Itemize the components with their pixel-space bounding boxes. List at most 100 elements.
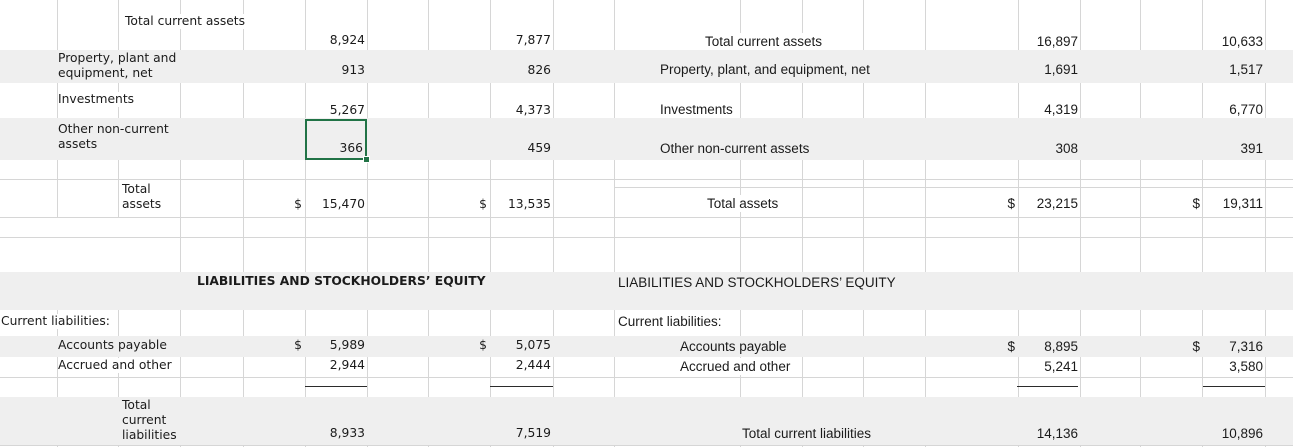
cell-value[interactable]: 14,136 <box>1020 425 1078 442</box>
gridline <box>614 83 615 118</box>
cell-label-current-liabilities[interactable]: Current liabilities: <box>1 314 110 329</box>
gridline <box>1265 0 1266 50</box>
gridline <box>1080 0 1081 50</box>
gridline <box>740 310 741 336</box>
section-header-liabilities-equity[interactable]: LIABILITIES AND STOCKHOLDERS’ EQUITY <box>618 274 896 291</box>
gridline <box>863 83 864 118</box>
gridline <box>243 310 244 336</box>
cell-value[interactable]: 5,075 <box>492 338 551 353</box>
gridline <box>57 83 58 118</box>
cell-currency-sign[interactable]: $ <box>457 197 487 212</box>
gridline <box>180 310 181 336</box>
cell-value[interactable]: 7,519 <box>492 426 551 441</box>
cell-value[interactable]: 391 <box>1204 140 1263 157</box>
gridline <box>367 83 368 118</box>
cell-label-accounts-payable[interactable]: Accounts payable <box>680 338 787 355</box>
gridline <box>1202 83 1203 118</box>
cell-value[interactable]: 5,241 <box>1020 358 1078 375</box>
section-header-liabilities-equity[interactable]: LIABILITIES AND STOCKHOLDERS’ EQUITY <box>197 274 486 289</box>
cell-currency-sign[interactable]: $ <box>272 197 302 212</box>
gridline <box>118 310 119 336</box>
row-band <box>0 118 1293 160</box>
gridline <box>802 445 803 447</box>
row-band <box>0 397 1293 445</box>
cell-value[interactable]: 5,989 <box>307 338 365 353</box>
cell-value[interactable]: 459 <box>492 141 551 156</box>
cell-label-investments[interactable]: Investments <box>660 101 733 118</box>
cell-value[interactable]: 8,924 <box>307 33 365 48</box>
cell-value[interactable]: 13,535 <box>492 197 551 212</box>
gridline <box>490 310 491 336</box>
gridline <box>118 0 119 50</box>
gridline <box>802 0 803 50</box>
cell-currency-sign[interactable]: $ <box>272 338 302 353</box>
cell-value[interactable]: 8,895 <box>1020 338 1078 355</box>
cell-label-accrued-other[interactable]: Accrued and other <box>58 358 172 373</box>
cell-label-ppe[interactable]: Property, plant and equipment, net <box>58 51 184 81</box>
cell-label-other-noncurrent[interactable]: Other non-current assets <box>660 140 810 157</box>
cell-value[interactable]: 10,633 <box>1204 33 1263 50</box>
cell-label-total-current-assets[interactable]: Total current assets <box>125 14 246 29</box>
cell-value[interactable]: 1,691 <box>1020 61 1078 78</box>
gridline <box>1140 0 1141 50</box>
gridline <box>802 310 803 336</box>
gridline <box>1140 160 1141 272</box>
cell-value[interactable]: 3,580 <box>1204 358 1263 375</box>
cell-currency-sign[interactable]: $ <box>1170 338 1200 355</box>
cell-label-total-current-assets[interactable]: Total current assets <box>705 33 823 50</box>
gridline <box>367 445 368 447</box>
cell-value[interactable]: 4,373 <box>492 103 551 118</box>
cell-value[interactable]: 6,770 <box>1204 101 1263 118</box>
cell-label-total-current-liabilities[interactable]: Total current liabilities <box>122 398 188 443</box>
cell-value[interactable]: 913 <box>307 63 365 78</box>
cell-currency-sign[interactable]: $ <box>985 195 1015 212</box>
cell-label-accounts-payable[interactable]: Accounts payable <box>58 338 167 353</box>
row-band <box>0 50 1293 83</box>
cell-label-current-liabilities[interactable]: Current liabilities: <box>618 313 722 330</box>
gridline <box>863 445 864 447</box>
cell-label-total-assets[interactable]: Total assets <box>122 182 178 212</box>
gridline <box>1202 0 1203 50</box>
gridline <box>925 160 926 272</box>
cell-label-other-noncurrent[interactable]: Other non-current assets <box>58 122 172 152</box>
cell-value[interactable]: 2,944 <box>307 358 365 373</box>
cell-label-total-current-liabilities[interactable]: Total current liabilities <box>742 425 872 442</box>
cell-value[interactable]: 7,877 <box>492 33 551 48</box>
cell-value[interactable]: 15,470 <box>307 197 365 212</box>
cell-value[interactable]: 16,897 <box>1020 33 1078 50</box>
gridline <box>1018 160 1019 272</box>
gridline <box>0 217 1293 218</box>
gridline <box>1140 310 1141 336</box>
cell-currency-sign[interactable]: $ <box>985 338 1015 355</box>
cell-value[interactable]: 2,444 <box>492 358 551 373</box>
gridline <box>305 0 306 50</box>
cell-value[interactable]: 826 <box>492 63 551 78</box>
cell-value[interactable]: 8,933 <box>307 426 365 441</box>
gridline <box>490 160 491 272</box>
cell-value[interactable]: 19,311 <box>1204 195 1263 212</box>
gridline <box>1080 310 1081 336</box>
fill-handle[interactable] <box>363 156 370 163</box>
subtotal-rule <box>1203 386 1265 387</box>
cell-value[interactable]: 308 <box>1020 140 1078 157</box>
cell-value[interactable]: 23,215 <box>1020 195 1078 212</box>
gridline <box>553 310 554 336</box>
gridline <box>428 310 429 336</box>
cell-label-accrued-other[interactable]: Accrued and other <box>680 358 791 375</box>
gridline <box>1140 445 1141 447</box>
cell-label-ppe[interactable]: Property, plant, and equipment, net <box>660 61 870 78</box>
gridline <box>1018 0 1019 50</box>
cell-label-investments[interactable]: Investments <box>58 92 135 107</box>
selected-cell-value[interactable]: 366 <box>309 141 363 156</box>
gridline <box>1202 445 1203 447</box>
cell-currency-sign[interactable]: $ <box>1170 195 1200 212</box>
gridline <box>1265 160 1266 272</box>
cell-label-total-assets[interactable]: Total assets <box>707 195 779 212</box>
cell-value[interactable]: 7,316 <box>1204 338 1263 355</box>
cell-value[interactable]: 5,267 <box>307 103 365 118</box>
cell-value[interactable]: 4,319 <box>1020 101 1078 118</box>
cell-value[interactable]: 10,896 <box>1204 425 1263 442</box>
cell-currency-sign[interactable]: $ <box>457 338 487 353</box>
cell-value[interactable]: 1,517 <box>1204 61 1263 78</box>
